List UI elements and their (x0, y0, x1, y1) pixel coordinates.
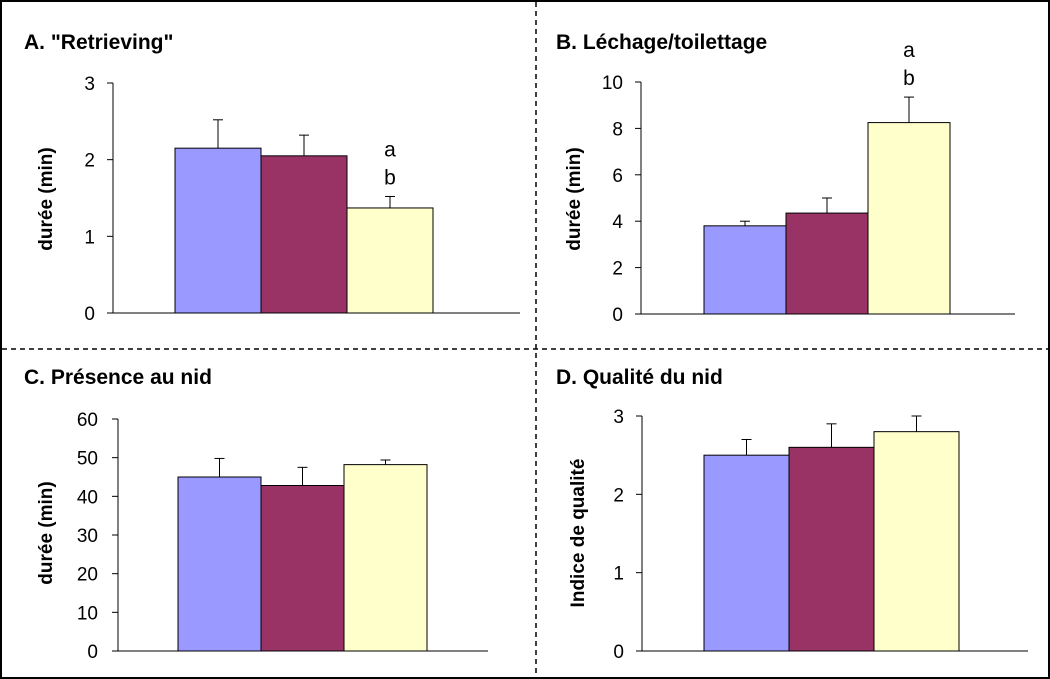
panel-a-annotation-b: b (384, 166, 396, 189)
panel-d: D. Qualité du nid Indice de qualité 0 1 2 3 (556, 366, 1028, 663)
panel-b-ylabel: durée (min) (564, 147, 585, 250)
panel-b-title: B. Léchage/toilettage (556, 31, 767, 54)
panel-b-y-tick-label: 2 (612, 259, 623, 280)
panel-b-annotation-b: b (903, 67, 915, 90)
panel-a-bar-2 (260, 155, 348, 314)
panel-d-bar-2 (788, 446, 875, 652)
panel-b-y-tick-label: 4 (612, 212, 623, 233)
panel-c-ylabel: durée (min) (36, 481, 57, 584)
panel-a-plot: 0 1 2 3 ab (84, 74, 520, 325)
panel-c-y-tick-label: 40 (77, 487, 98, 508)
panel-b-plot: 0 2 4 6 8 10 ab (602, 39, 1015, 326)
panel-d-title: D. Qualité du nid (556, 366, 723, 389)
panel-c-y-tick-label: 10 (77, 603, 98, 624)
panel-d-y-tick-label: 0 (613, 642, 624, 663)
panel-b-y-tick-label: 8 (612, 119, 623, 140)
panel-a-bar-1 (174, 147, 262, 314)
panel-c-bar-3 (343, 464, 428, 652)
panel-d-y-tick-label: 3 (613, 407, 624, 428)
panel-d-ylabel: Indice de qualité (568, 459, 589, 608)
panel-a-annotation-a: a (384, 138, 396, 161)
panel-c-plot: 0 10 20 30 40 50 60 (77, 410, 488, 663)
panel-d-plot: 0 1 2 3 (613, 407, 1028, 663)
panel-a-y-tick-label: 2 (84, 151, 95, 172)
panel-b-bar-3 (867, 122, 951, 315)
panel-d-bar-3 (873, 431, 960, 652)
panel-a-ylabel: durée (min) (36, 147, 57, 250)
panel-a-y-tick-label: 3 (84, 74, 95, 95)
panel-d-y-tick-label: 2 (613, 485, 624, 506)
panel-b: B. Léchage/toilettage durée (min) 0 2 4 6 8 1… (556, 31, 1015, 326)
panel-c: C. Présence au nid durée (min) 0 10 20 30 40… (24, 366, 488, 663)
panel-c-y-tick-label: 60 (77, 410, 98, 431)
panel-c-y-tick-label: 30 (77, 526, 98, 547)
panel-a-y-tick-label: 1 (84, 227, 95, 248)
panel-b-bar-1 (703, 225, 787, 315)
panel-c-bar-1 (177, 476, 262, 652)
panel-c-title: C. Présence au nid (24, 366, 212, 389)
panel-c-bar-2 (260, 485, 345, 652)
panel-b-bar-2 (785, 212, 869, 315)
panel-a-bar-3 (346, 207, 434, 314)
panel-a: A. "Retrieving" durée (min) 0 1 2 3 ab (24, 31, 520, 325)
panel-c-y-tick-label: 50 (77, 449, 98, 470)
panel-a-y-tick-label: 0 (84, 304, 95, 325)
panel-b-y-tick-label: 6 (612, 166, 623, 187)
panel-c-y-tick-label: 0 (87, 642, 98, 663)
panel-b-y-tick-label: 10 (602, 73, 623, 94)
panel-c-y-tick-label: 20 (77, 565, 98, 586)
panel-b-annotation-a: a (903, 39, 915, 62)
panel-d-y-tick-label: 1 (613, 564, 624, 585)
panel-b-y-tick-label: 0 (612, 305, 623, 326)
panel-d-bar-1 (703, 454, 790, 652)
panel-a-title: A. "Retrieving" (24, 31, 173, 54)
